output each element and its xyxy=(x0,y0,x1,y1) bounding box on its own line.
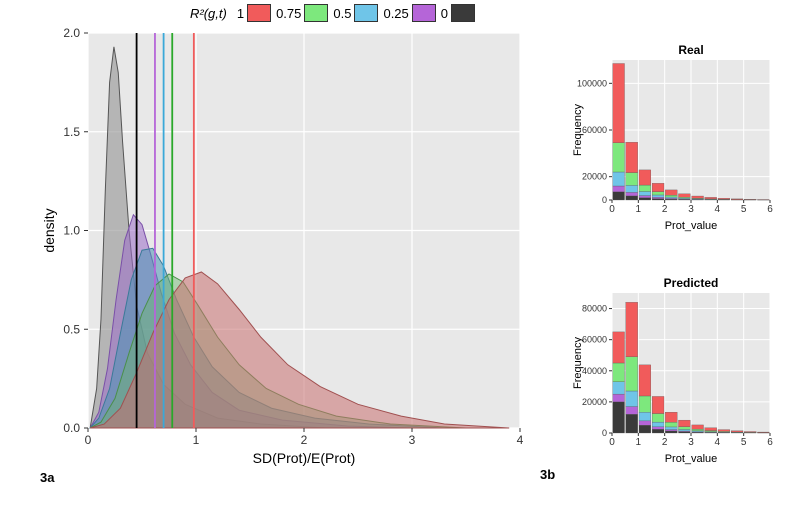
svg-text:2: 2 xyxy=(662,437,668,448)
legend: R²(g,t) 1 0.75 0.5 0.25 0 xyxy=(190,4,475,22)
legend-swatch xyxy=(354,4,378,22)
panel-label-3b: 3b xyxy=(540,467,555,482)
legend-item: 0.75 xyxy=(276,4,328,22)
svg-text:Frequency: Frequency xyxy=(572,104,584,156)
svg-text:80000: 80000 xyxy=(582,304,607,314)
svg-text:60000: 60000 xyxy=(582,125,607,135)
svg-text:SD(Prot)/E(Prot): SD(Prot)/E(Prot) xyxy=(253,450,356,466)
legend-label: 0.75 xyxy=(276,6,301,21)
hist-real-panel: 0 1 2 3 4 5 6 0 20000 60000 100000 Prot_value Freque… xyxy=(570,42,775,262)
density-svg: 0 1 2 3 4 0.0 0.5 1.0 1.5 2.0 SD(Prot)/E(Prot) dens… xyxy=(40,28,530,468)
svg-text:density: density xyxy=(41,208,57,252)
svg-text:4: 4 xyxy=(715,437,721,448)
svg-text:6: 6 xyxy=(767,437,773,448)
svg-text:2.0: 2.0 xyxy=(63,28,80,40)
svg-text:1: 1 xyxy=(193,433,200,447)
svg-text:2: 2 xyxy=(662,204,668,215)
legend-label: 1 xyxy=(237,6,244,21)
hist-pred-panel: 0 1 2 3 4 5 6 0 20000 40000 60000 80000 Prot_value Fr… xyxy=(570,275,775,495)
svg-text:Frequency: Frequency xyxy=(572,337,584,389)
svg-text:2: 2 xyxy=(301,433,308,447)
svg-text:Prot_value: Prot_value xyxy=(665,453,718,465)
svg-text:0.5: 0.5 xyxy=(63,322,80,336)
svg-text:20000: 20000 xyxy=(582,397,607,407)
svg-text:1.5: 1.5 xyxy=(63,125,80,139)
svg-text:Real: Real xyxy=(678,43,703,57)
legend-label: 0 xyxy=(441,6,448,21)
svg-text:20000: 20000 xyxy=(582,172,607,182)
svg-text:0: 0 xyxy=(609,437,615,448)
legend-item: 0 xyxy=(441,4,475,22)
hist-svg: 0 1 2 3 4 5 6 0 20000 60000 100000 Prot_value Freque… xyxy=(570,42,775,232)
svg-text:3: 3 xyxy=(409,433,416,447)
panel-label-3a: 3a xyxy=(40,470,54,485)
svg-text:1: 1 xyxy=(636,204,642,215)
legend-label: 0.5 xyxy=(333,6,351,21)
svg-text:Predicted: Predicted xyxy=(664,276,719,290)
svg-text:1.0: 1.0 xyxy=(63,224,80,238)
svg-text:3: 3 xyxy=(688,437,694,448)
svg-text:100000: 100000 xyxy=(577,78,607,88)
svg-text:0: 0 xyxy=(609,204,615,215)
legend-label: 0.25 xyxy=(383,6,408,21)
svg-text:Prot_value: Prot_value xyxy=(665,220,718,232)
legend-swatch xyxy=(247,4,271,22)
legend-item: 1 xyxy=(237,4,271,22)
svg-text:60000: 60000 xyxy=(582,335,607,345)
hist-svg: 0 1 2 3 4 5 6 0 20000 40000 60000 80000 Prot_value Fr… xyxy=(570,275,775,465)
legend-title: R²(g,t) xyxy=(190,6,227,21)
svg-text:4: 4 xyxy=(517,433,524,447)
legend-item: 0.5 xyxy=(333,4,378,22)
svg-text:0: 0 xyxy=(85,433,92,447)
svg-text:5: 5 xyxy=(741,204,747,215)
svg-text:0: 0 xyxy=(602,195,607,205)
svg-text:3: 3 xyxy=(688,204,694,215)
svg-text:4: 4 xyxy=(715,204,721,215)
svg-text:1: 1 xyxy=(636,437,642,448)
svg-text:40000: 40000 xyxy=(582,366,607,376)
legend-item: 0.25 xyxy=(383,4,435,22)
figure-container: R²(g,t) 1 0.75 0.5 0.25 0 0 1 2 3 4 0.0 0.5 1.0 1.5 2… xyxy=(0,0,800,508)
legend-swatch xyxy=(412,4,436,22)
density-panel: 0 1 2 3 4 0.0 0.5 1.0 1.5 2.0 SD(Prot)/E(Prot) dens… xyxy=(40,28,530,508)
svg-text:0.0: 0.0 xyxy=(63,421,80,435)
svg-text:5: 5 xyxy=(741,437,747,448)
legend-swatch xyxy=(451,4,475,22)
svg-text:0: 0 xyxy=(602,428,607,438)
legend-swatch xyxy=(304,4,328,22)
svg-text:6: 6 xyxy=(767,204,773,215)
